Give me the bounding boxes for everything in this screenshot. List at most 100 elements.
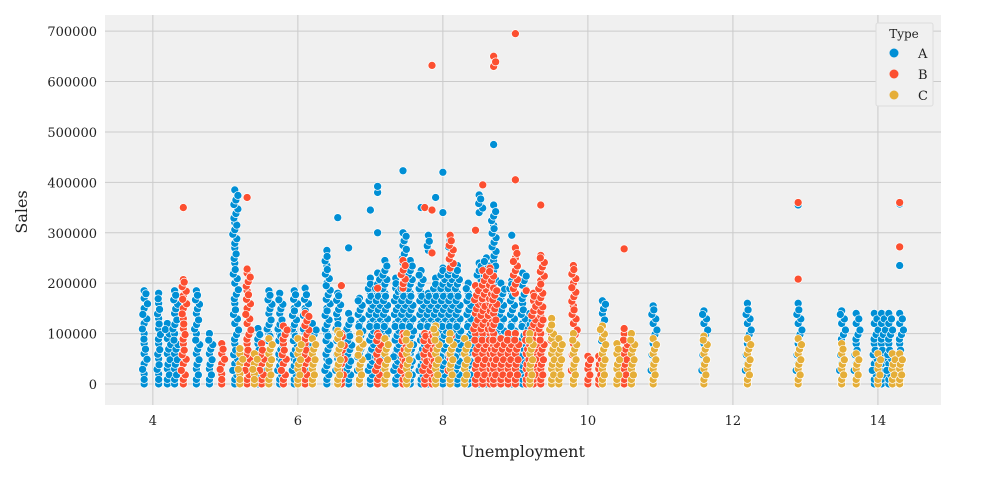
point-b — [586, 355, 595, 365]
point-a — [274, 295, 284, 305]
point-a — [142, 354, 152, 364]
point-c — [797, 340, 806, 350]
y-tick-label: 200000 — [47, 277, 97, 292]
legend-label-b: B — [918, 68, 928, 83]
point-b — [513, 370, 522, 380]
x-tick-label: 4 — [149, 414, 157, 429]
point-c — [445, 335, 454, 345]
point-b — [569, 305, 579, 315]
point-b — [512, 249, 522, 258]
y-axis-label: Sales — [12, 190, 31, 233]
y-tick-label: 300000 — [47, 227, 97, 242]
point-c — [335, 370, 345, 380]
point-c — [430, 335, 440, 345]
x-tick-label: 12 — [725, 414, 742, 429]
point-b — [793, 198, 803, 207]
point-c — [335, 329, 345, 339]
point-c — [463, 340, 473, 350]
point-a — [414, 270, 424, 280]
point-a — [333, 213, 343, 222]
legend-label-a: A — [917, 47, 928, 62]
point-c — [267, 340, 277, 350]
point-a — [191, 335, 201, 345]
point-c — [698, 335, 708, 345]
point-b — [488, 335, 498, 345]
point-a — [207, 370, 216, 380]
point-c — [571, 370, 580, 380]
point-b — [477, 335, 487, 345]
point-a — [290, 306, 299, 316]
point-a — [601, 299, 610, 309]
y-tick-label: 100000 — [47, 328, 97, 343]
point-c — [235, 344, 245, 354]
point-a — [489, 140, 498, 149]
point-b — [536, 200, 546, 210]
point-a — [453, 291, 463, 301]
point-a — [194, 370, 203, 380]
point-b — [427, 248, 437, 258]
point-b — [220, 354, 229, 364]
point-b — [535, 335, 545, 345]
point-a — [841, 325, 850, 335]
point-b — [485, 267, 494, 276]
point-a — [154, 319, 164, 329]
point-c — [433, 370, 442, 380]
point-a — [311, 325, 321, 335]
point-c — [601, 340, 611, 350]
point-b — [241, 310, 251, 319]
point-a — [366, 205, 375, 215]
point-c — [524, 335, 534, 345]
point-a — [233, 285, 243, 295]
point-a — [438, 208, 448, 217]
point-a — [154, 360, 164, 370]
x-axis-label: Unemployment — [461, 442, 585, 461]
point-c — [596, 325, 605, 334]
point-b — [400, 261, 410, 270]
point-c — [354, 335, 364, 344]
point-c — [795, 370, 805, 380]
point-a — [507, 230, 517, 240]
point-a — [652, 325, 662, 335]
point-a — [438, 167, 448, 177]
point-c — [383, 355, 392, 365]
point-b — [619, 244, 629, 254]
point-c — [462, 355, 472, 365]
y-tick-label: 0 — [89, 378, 97, 393]
point-a — [794, 305, 804, 315]
point-b — [567, 283, 577, 293]
point-a — [382, 261, 392, 271]
point-b — [218, 344, 228, 354]
point-b — [304, 312, 314, 321]
point-a — [321, 281, 331, 291]
point-c — [651, 355, 661, 365]
point-c — [310, 370, 319, 380]
point-b — [277, 366, 286, 375]
point-b — [492, 286, 502, 296]
point-c — [357, 370, 366, 380]
point-a — [899, 325, 908, 335]
point-a — [480, 257, 489, 266]
legend-marker-c — [889, 90, 899, 100]
point-c — [250, 375, 259, 384]
point-a — [365, 322, 375, 331]
point-a — [431, 193, 440, 202]
point-c — [853, 370, 863, 380]
point-b — [245, 272, 255, 282]
point-a — [139, 375, 149, 384]
point-c — [547, 320, 556, 330]
point-b — [427, 61, 437, 70]
point-b — [178, 203, 188, 212]
point-c — [615, 355, 624, 365]
point-b — [538, 315, 548, 325]
point-c — [404, 355, 414, 365]
point-a — [334, 291, 343, 301]
point-c — [629, 370, 638, 380]
x-tick-labels: 4 6 8 10 12 14 — [149, 414, 886, 429]
point-a — [194, 355, 204, 365]
point-c — [235, 375, 245, 384]
point-b — [895, 198, 905, 207]
point-a — [346, 315, 356, 325]
point-c — [897, 355, 907, 365]
point-a — [854, 314, 864, 324]
y-tick-label: 700000 — [47, 25, 97, 40]
